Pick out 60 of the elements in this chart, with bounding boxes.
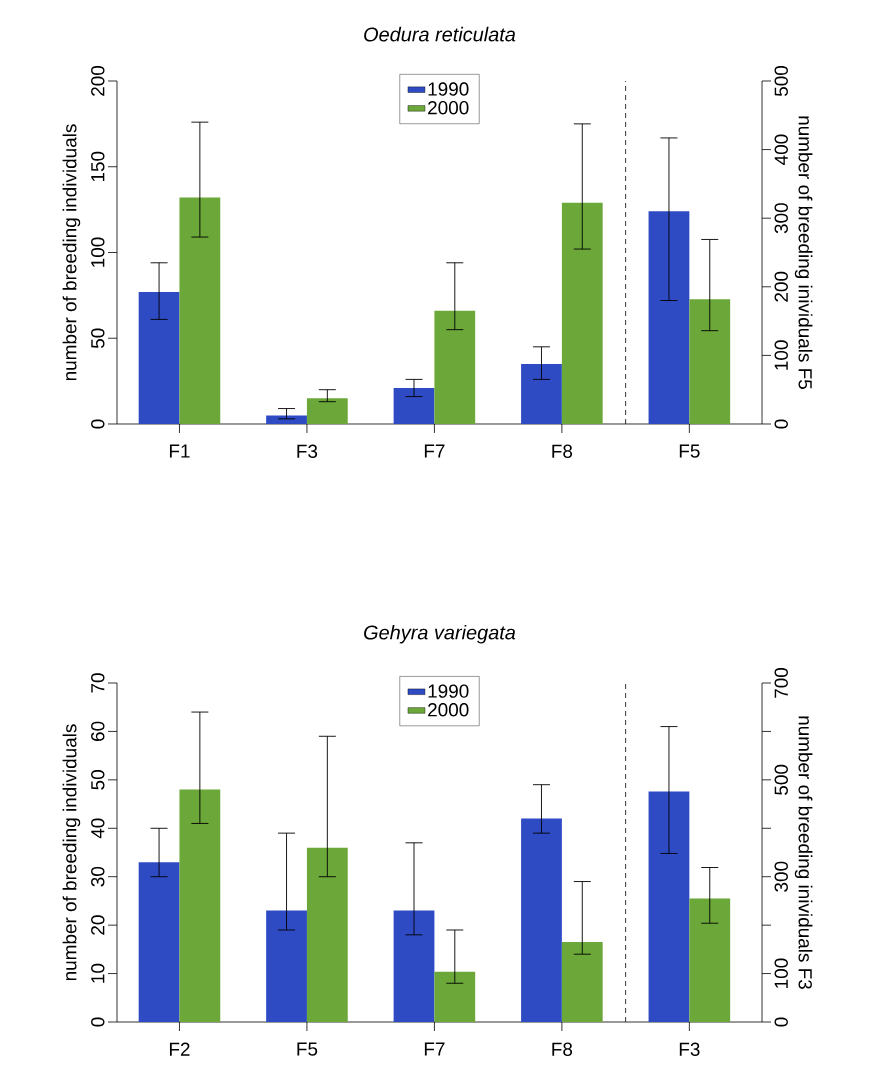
y2-tick-label: 200: [774, 271, 788, 302]
x-tick-label: F1: [169, 444, 190, 458]
bar: [138, 862, 180, 1022]
y-axis-title: number of breeding individuals: [62, 124, 81, 381]
chart-title: Gehyra variegata: [364, 624, 516, 644]
y2-tick-label: 300: [774, 203, 788, 234]
y2-tick-label: 300: [774, 861, 788, 892]
bar: [521, 363, 562, 424]
y-tick-label: 0: [91, 1017, 105, 1027]
y-tick-label: 70: [91, 673, 105, 693]
y2-tick-label: 500: [774, 764, 788, 795]
x-tick-label: F5: [679, 444, 700, 458]
legend-label: 2000: [428, 703, 469, 717]
y-tick-label: 150: [91, 151, 105, 182]
bar: [179, 197, 221, 424]
bar: [266, 415, 307, 424]
y2-tick-label: 0: [774, 1017, 788, 1027]
bar: [179, 789, 221, 1022]
y2-tick-label: 0: [774, 419, 788, 429]
y2-axis-title: number of breeding inividuals F3: [794, 716, 813, 989]
bar: [434, 971, 476, 1022]
y2-tick-label: 400: [774, 134, 788, 165]
y-tick-label: 30: [91, 866, 105, 887]
y2-tick-label: 100: [774, 958, 788, 988]
bar: [306, 847, 348, 1022]
y-tick-label: 20: [91, 915, 105, 935]
y-tick-label: 10: [91, 963, 105, 983]
y-tick-label: 60: [91, 721, 105, 741]
y-tick-label: 200: [91, 65, 105, 96]
bar: [138, 291, 180, 424]
bar: [266, 910, 307, 1022]
x-tick-label: F3: [297, 444, 318, 458]
y-axis-title: number of breeding individuals: [62, 724, 81, 981]
x-tick-label: F7: [424, 1042, 445, 1056]
x-tick-label: F8: [552, 444, 573, 458]
bar: [434, 310, 476, 424]
x-tick-label: F2: [169, 1042, 190, 1056]
bar: [393, 910, 435, 1022]
chart-title: Oedura reticulata: [364, 26, 516, 42]
y-tick-label: 100: [91, 237, 105, 267]
bar: [561, 202, 603, 424]
x-tick-label: F5: [297, 1042, 318, 1056]
x-tick-label: F8: [552, 1042, 573, 1056]
legend-label: 1990: [428, 82, 469, 96]
bar: [521, 818, 562, 1022]
bar: [306, 398, 348, 424]
bar: [561, 942, 603, 1022]
y2-tick-label: 100: [774, 340, 788, 370]
y2-tick-label: 700: [774, 667, 788, 698]
y2-tick-label: 500: [774, 65, 788, 97]
y-tick-label: 50: [91, 328, 105, 349]
y-tick-label: 0: [91, 419, 105, 429]
y-tick-label: 50: [91, 770, 105, 790]
bar: [393, 387, 435, 424]
y-tick-label: 40: [91, 818, 105, 839]
legend-label: 1990: [428, 684, 469, 698]
legend-label: 2000: [428, 101, 469, 115]
x-tick-label: F3: [679, 1042, 700, 1056]
x-tick-label: F7: [424, 444, 445, 458]
y2-axis-title: number of breeding inividuals F5: [794, 116, 813, 389]
